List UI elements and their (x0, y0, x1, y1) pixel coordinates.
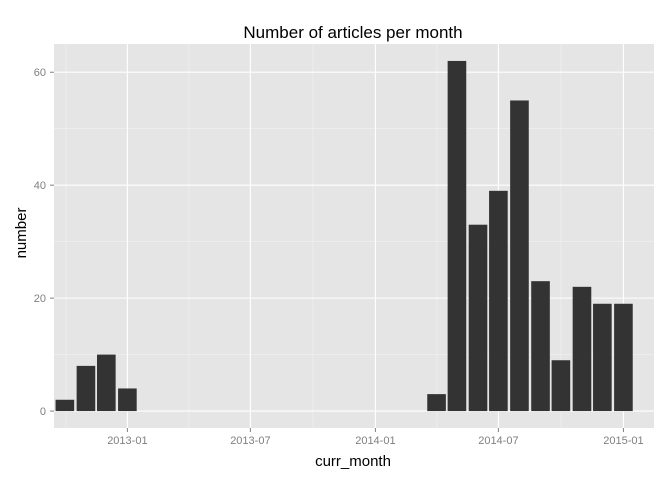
x-tick-label: 2013-07 (230, 435, 270, 447)
y-tick-label: 40 (34, 180, 46, 192)
bar-2014-06 (468, 224, 488, 412)
x-tick-label: 2014-01 (355, 435, 395, 447)
bar-2014-09 (531, 281, 550, 412)
y-axis-title: number (13, 208, 30, 259)
bar-2014-04 (427, 394, 446, 412)
bar-2014-10 (551, 360, 571, 412)
y-tick-label: 60 (34, 67, 46, 79)
bar-2014-07 (489, 190, 508, 412)
bar-2012-12 (97, 354, 116, 412)
bar-2014-08 (510, 100, 529, 412)
y-tick-label: 0 (40, 406, 46, 418)
x-tick-label: 2014-07 (478, 435, 518, 447)
x-tick-label: 2013-01 (107, 435, 147, 447)
bar-2014-12 (593, 303, 612, 412)
axis-ticks (50, 71, 624, 432)
x-tick-label: 2015-01 (603, 435, 643, 447)
bar-2015-01 (614, 303, 633, 412)
bar-2014-11 (572, 286, 592, 412)
y-tick-label: 20 (34, 293, 46, 305)
major-gridlines (54, 44, 654, 428)
bar-2012-11 (76, 365, 96, 412)
x-axis-title: curr_month (315, 453, 391, 470)
bars (55, 60, 633, 412)
bar-2013-01 (118, 388, 137, 412)
chart-title: Number of articles per month (243, 23, 462, 42)
bar-2014-05 (447, 60, 467, 412)
tick-labels: 2013-01 2013-07 2014-01 2014-07 2015-01 0 20 40… (34, 67, 644, 447)
bar-2012-10 (55, 399, 75, 412)
minor-gridlines (54, 44, 654, 428)
